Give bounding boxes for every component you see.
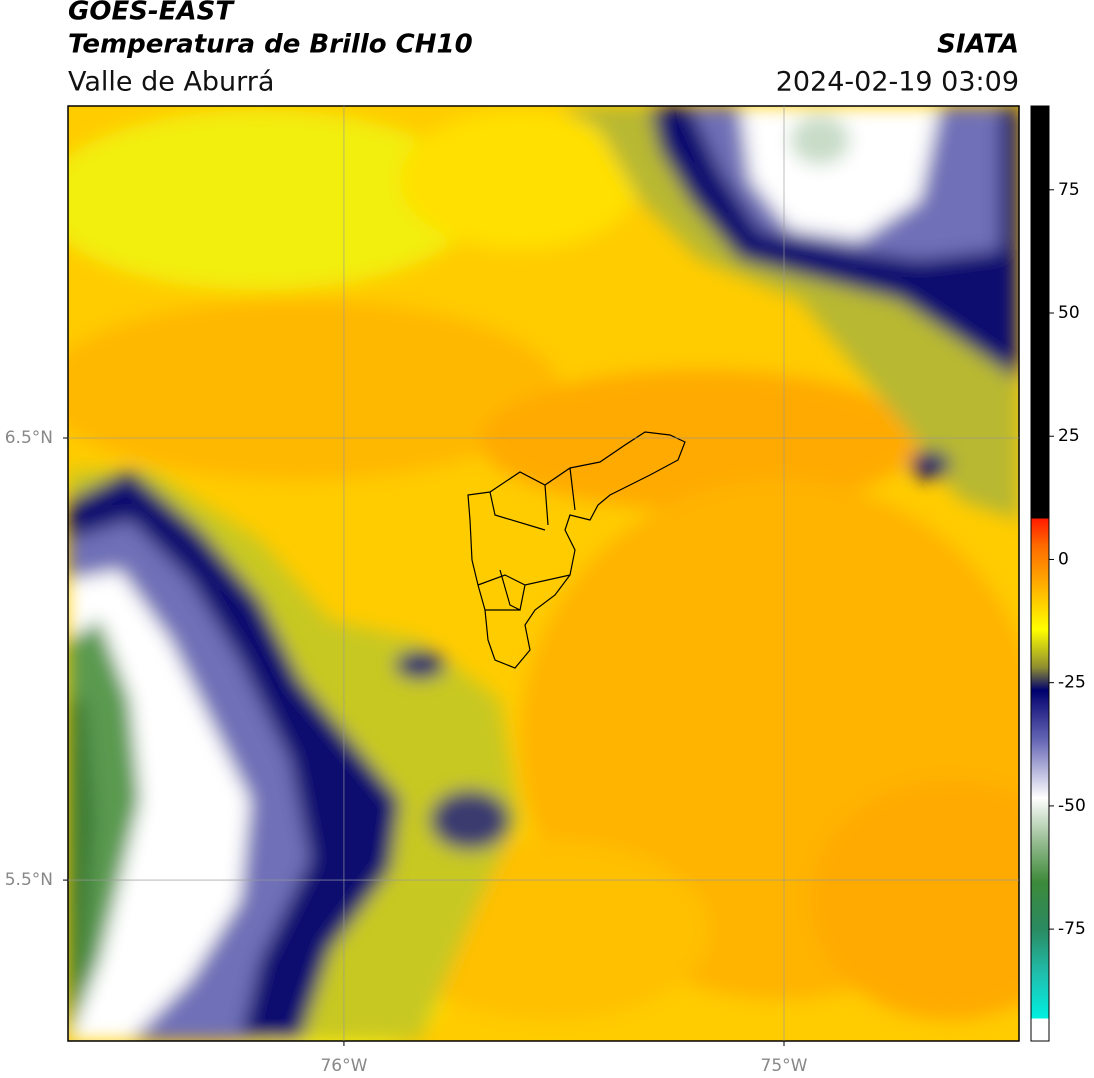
colorbar-tick-label: 25 (1058, 426, 1080, 446)
source: SIATA (937, 30, 1019, 60)
colorbar-tick-label: 75 (1058, 180, 1080, 200)
lat-tick-label: 6.5°N (5, 428, 53, 448)
map-frame (67, 105, 1020, 1042)
subtitle: Temperatura de Brillo CH10 (68, 30, 473, 60)
colorbar-tick-label: -25 (1058, 673, 1086, 693)
map-image (68, 106, 1019, 1041)
region: Valle de Aburrá (68, 67, 274, 98)
lon-tick-label: 75°W (761, 1056, 808, 1076)
lon-tick-label: 76°W (320, 1056, 367, 1076)
colorbar-tick-label: 50 (1058, 303, 1080, 323)
lat-tick-label: 5.5°N (5, 870, 53, 890)
timestamp: 2024-02-19 03:09 (776, 67, 1019, 98)
colorbar-tick-label: -75 (1058, 919, 1086, 939)
title: GOES-EAST (68, 0, 235, 27)
municipality-outline (467, 431, 686, 669)
colorbar-tick-label: 0 (1058, 549, 1069, 569)
colorbar (1030, 105, 1050, 1042)
colorbar-tick-label: -50 (1058, 796, 1086, 816)
